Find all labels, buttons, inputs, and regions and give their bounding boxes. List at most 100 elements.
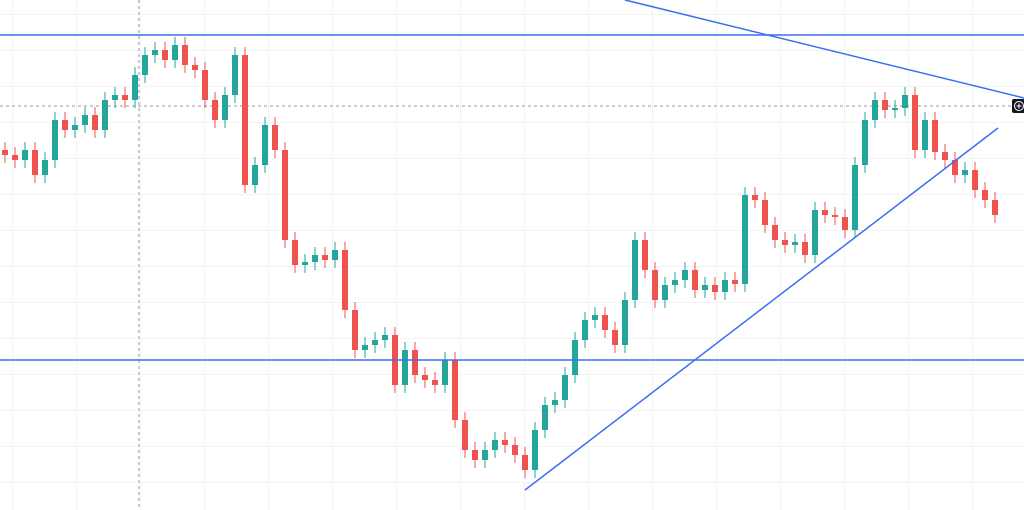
trend-line (624, 0, 1024, 99)
candle-body (192, 65, 198, 70)
candle-body (72, 125, 78, 130)
candle-body (662, 285, 668, 300)
candle-body (132, 75, 138, 100)
candle-body (562, 375, 568, 400)
candle-body (252, 165, 258, 185)
candle-body (422, 375, 428, 380)
candle-body (412, 350, 418, 375)
candle-body (492, 440, 498, 450)
candle-body (362, 345, 368, 350)
candle-body (652, 270, 658, 300)
candle-body (832, 215, 838, 217)
candle-body (612, 330, 618, 345)
candle-body (592, 315, 598, 320)
plus-icon[interactable] (1012, 99, 1024, 113)
candle-body (772, 225, 778, 240)
candle-body (782, 240, 788, 245)
candle-body (62, 120, 68, 130)
candle-body (762, 200, 768, 225)
candle-body (12, 155, 18, 160)
candle-body (332, 250, 338, 260)
candle-body (282, 150, 288, 240)
candle-body (232, 55, 238, 95)
candle-body (712, 285, 718, 292)
candle-body (162, 50, 168, 60)
candle-body (642, 240, 648, 270)
candle-body (582, 320, 588, 340)
candle-body (802, 242, 808, 255)
candle-body (122, 95, 128, 100)
candle-body (912, 95, 918, 150)
candle-body (842, 217, 848, 230)
candle-body (312, 255, 318, 262)
candle-body (432, 380, 438, 385)
candle-body (262, 125, 268, 165)
candle-body (462, 420, 468, 450)
candle-body (92, 115, 98, 130)
candle-body (992, 200, 998, 215)
candle-body (382, 335, 388, 340)
candle-body (482, 450, 488, 460)
candle-body (962, 170, 968, 175)
candle-body (872, 100, 878, 120)
candle-body (102, 100, 108, 130)
candle-body (672, 280, 678, 285)
candle-body (722, 280, 728, 292)
candle-body (222, 95, 228, 120)
candle-body (142, 55, 148, 75)
candle-body (112, 95, 118, 100)
candle-body (982, 190, 988, 200)
candle-body (342, 250, 348, 310)
candle-body (742, 195, 748, 284)
candle-body (702, 285, 708, 290)
candle-body (922, 120, 928, 150)
candle-body (212, 100, 218, 120)
candle-body (902, 95, 908, 108)
candle-body (812, 210, 818, 255)
candle-body (892, 108, 898, 110)
candle-body (452, 360, 458, 420)
candle-body (972, 170, 978, 190)
candle-body (52, 120, 58, 160)
plus-icon-cross (1016, 103, 1022, 109)
trend-line (524, 127, 999, 491)
candle-body (852, 165, 858, 230)
candle-body (402, 350, 408, 385)
candle-body (792, 242, 798, 245)
candle-body (632, 240, 638, 300)
candle-body (682, 270, 688, 280)
candle-body (952, 160, 958, 175)
candle-body (152, 50, 158, 55)
candle-body (2, 150, 8, 155)
candle-body (472, 450, 478, 460)
candle-body (822, 210, 828, 215)
candle-body (272, 125, 278, 150)
candle-body (752, 195, 758, 200)
candle-body (732, 280, 738, 284)
candle-body (202, 70, 208, 100)
candle-body (82, 115, 88, 125)
candle-body (22, 150, 28, 160)
candle-body (522, 455, 528, 470)
candle-body (692, 270, 698, 290)
candle-body (552, 400, 558, 405)
candle-body (862, 120, 868, 165)
candle-body (242, 55, 248, 185)
candle-body (42, 160, 48, 175)
candle-body (572, 340, 578, 375)
candle-body (442, 360, 448, 385)
candle-body (932, 120, 938, 152)
candle-body (302, 262, 308, 265)
candle-body (942, 152, 948, 160)
candle-body (512, 445, 518, 455)
candle-body (32, 150, 38, 175)
candle-body (352, 310, 358, 350)
candle-body (602, 315, 608, 330)
candle-body (182, 45, 188, 65)
candle-body (372, 340, 378, 345)
candle-body (532, 430, 538, 470)
candle-body (542, 405, 548, 430)
candle-body (292, 240, 298, 265)
